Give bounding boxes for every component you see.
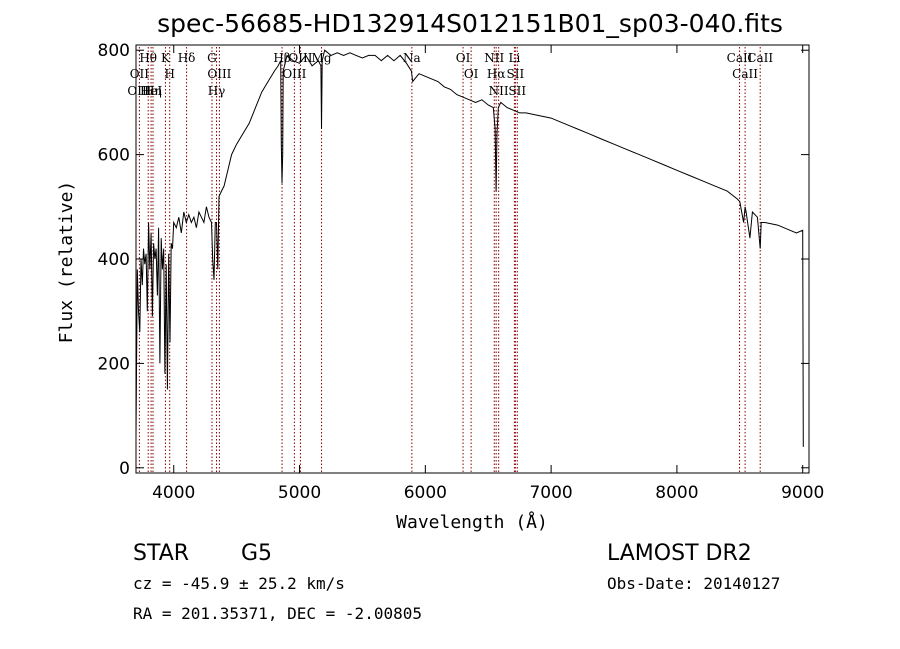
- spectral-line-label: OIII: [207, 67, 231, 81]
- spectral-line-label: NII: [489, 84, 509, 98]
- spectral-line-label: OII: [130, 67, 150, 81]
- y-tick-label: 800: [98, 41, 130, 61]
- spectral-line-label: Hη: [144, 84, 162, 98]
- plot-frame: [135, 44, 810, 474]
- spectral-line-label: CaII: [747, 51, 773, 65]
- spectral-line-label: OIII: [282, 67, 306, 81]
- y-tick-label: 600: [98, 146, 130, 166]
- object-subclass: G5: [241, 541, 272, 566]
- x-tick-label: 9000: [781, 483, 824, 503]
- obs-date-text: Obs-Date: 20140127: [607, 574, 780, 593]
- x-tick-label: 6000: [404, 483, 447, 503]
- redshift-text: cz = -45.9 ± 25.2 km/s: [133, 574, 345, 593]
- spectral-line-label: CaII: [732, 67, 758, 81]
- x-tick-label: 5000: [278, 483, 321, 503]
- spectrum-line: [135, 49, 804, 447]
- x-axis-label: Wavelength (Å): [396, 511, 548, 533]
- ticks-layer: 4000 5000 6000 7000 8000 9000 0 200 400 600 800: [98, 41, 825, 503]
- spectral-line-label: Hθ: [139, 51, 157, 65]
- y-tick-label: 400: [98, 250, 130, 270]
- spectral-line-label: G: [207, 51, 217, 65]
- spectral-line-label: OIII: [127, 84, 151, 98]
- object-class: STAR: [133, 541, 189, 566]
- y-tick-label: 200: [98, 354, 130, 374]
- spectral-line-label: OI: [464, 67, 479, 81]
- spectral-line-label: OI: [456, 51, 471, 65]
- chart-title: spec-56685-HD132914S012151B01_sp03-040.f…: [157, 9, 783, 38]
- x-tick-label: 8000: [655, 483, 698, 503]
- spectral-line-label: Hγ: [208, 84, 226, 98]
- spectral-line-label: HeI: [140, 84, 163, 98]
- spectral-line-label: H: [164, 67, 174, 81]
- spectral-line-label: Hδ: [178, 51, 196, 65]
- y-axis-label: Flux (relative): [56, 181, 77, 344]
- spectral-line-label: OIII: [288, 51, 312, 65]
- spectral-line-label: NII: [484, 51, 504, 65]
- spectral-line-label: SII: [507, 67, 525, 81]
- spectral-line-label: Mg: [312, 51, 332, 65]
- spectral-line-label: SII: [508, 84, 526, 98]
- spectral-line-label: Li: [508, 51, 520, 65]
- spectral-line-label: Hα: [487, 67, 506, 81]
- x-tick-label: 7000: [529, 483, 572, 503]
- y-tick-label: 0: [119, 459, 130, 479]
- coordinates-text: RA = 201.35371, DEC = -2.00805: [133, 604, 422, 623]
- series-layer: [135, 49, 804, 447]
- spectral-line-label: CaII: [727, 51, 753, 65]
- x-tick-label: 4000: [152, 483, 195, 503]
- spectral-line-label: Hβ: [273, 51, 290, 65]
- survey-name: LAMOST DR2: [607, 541, 752, 566]
- spectral-line-label: K: [161, 51, 171, 65]
- spectral-line-label: Na: [403, 51, 421, 65]
- spectral-lines-layer: [138, 47, 761, 473]
